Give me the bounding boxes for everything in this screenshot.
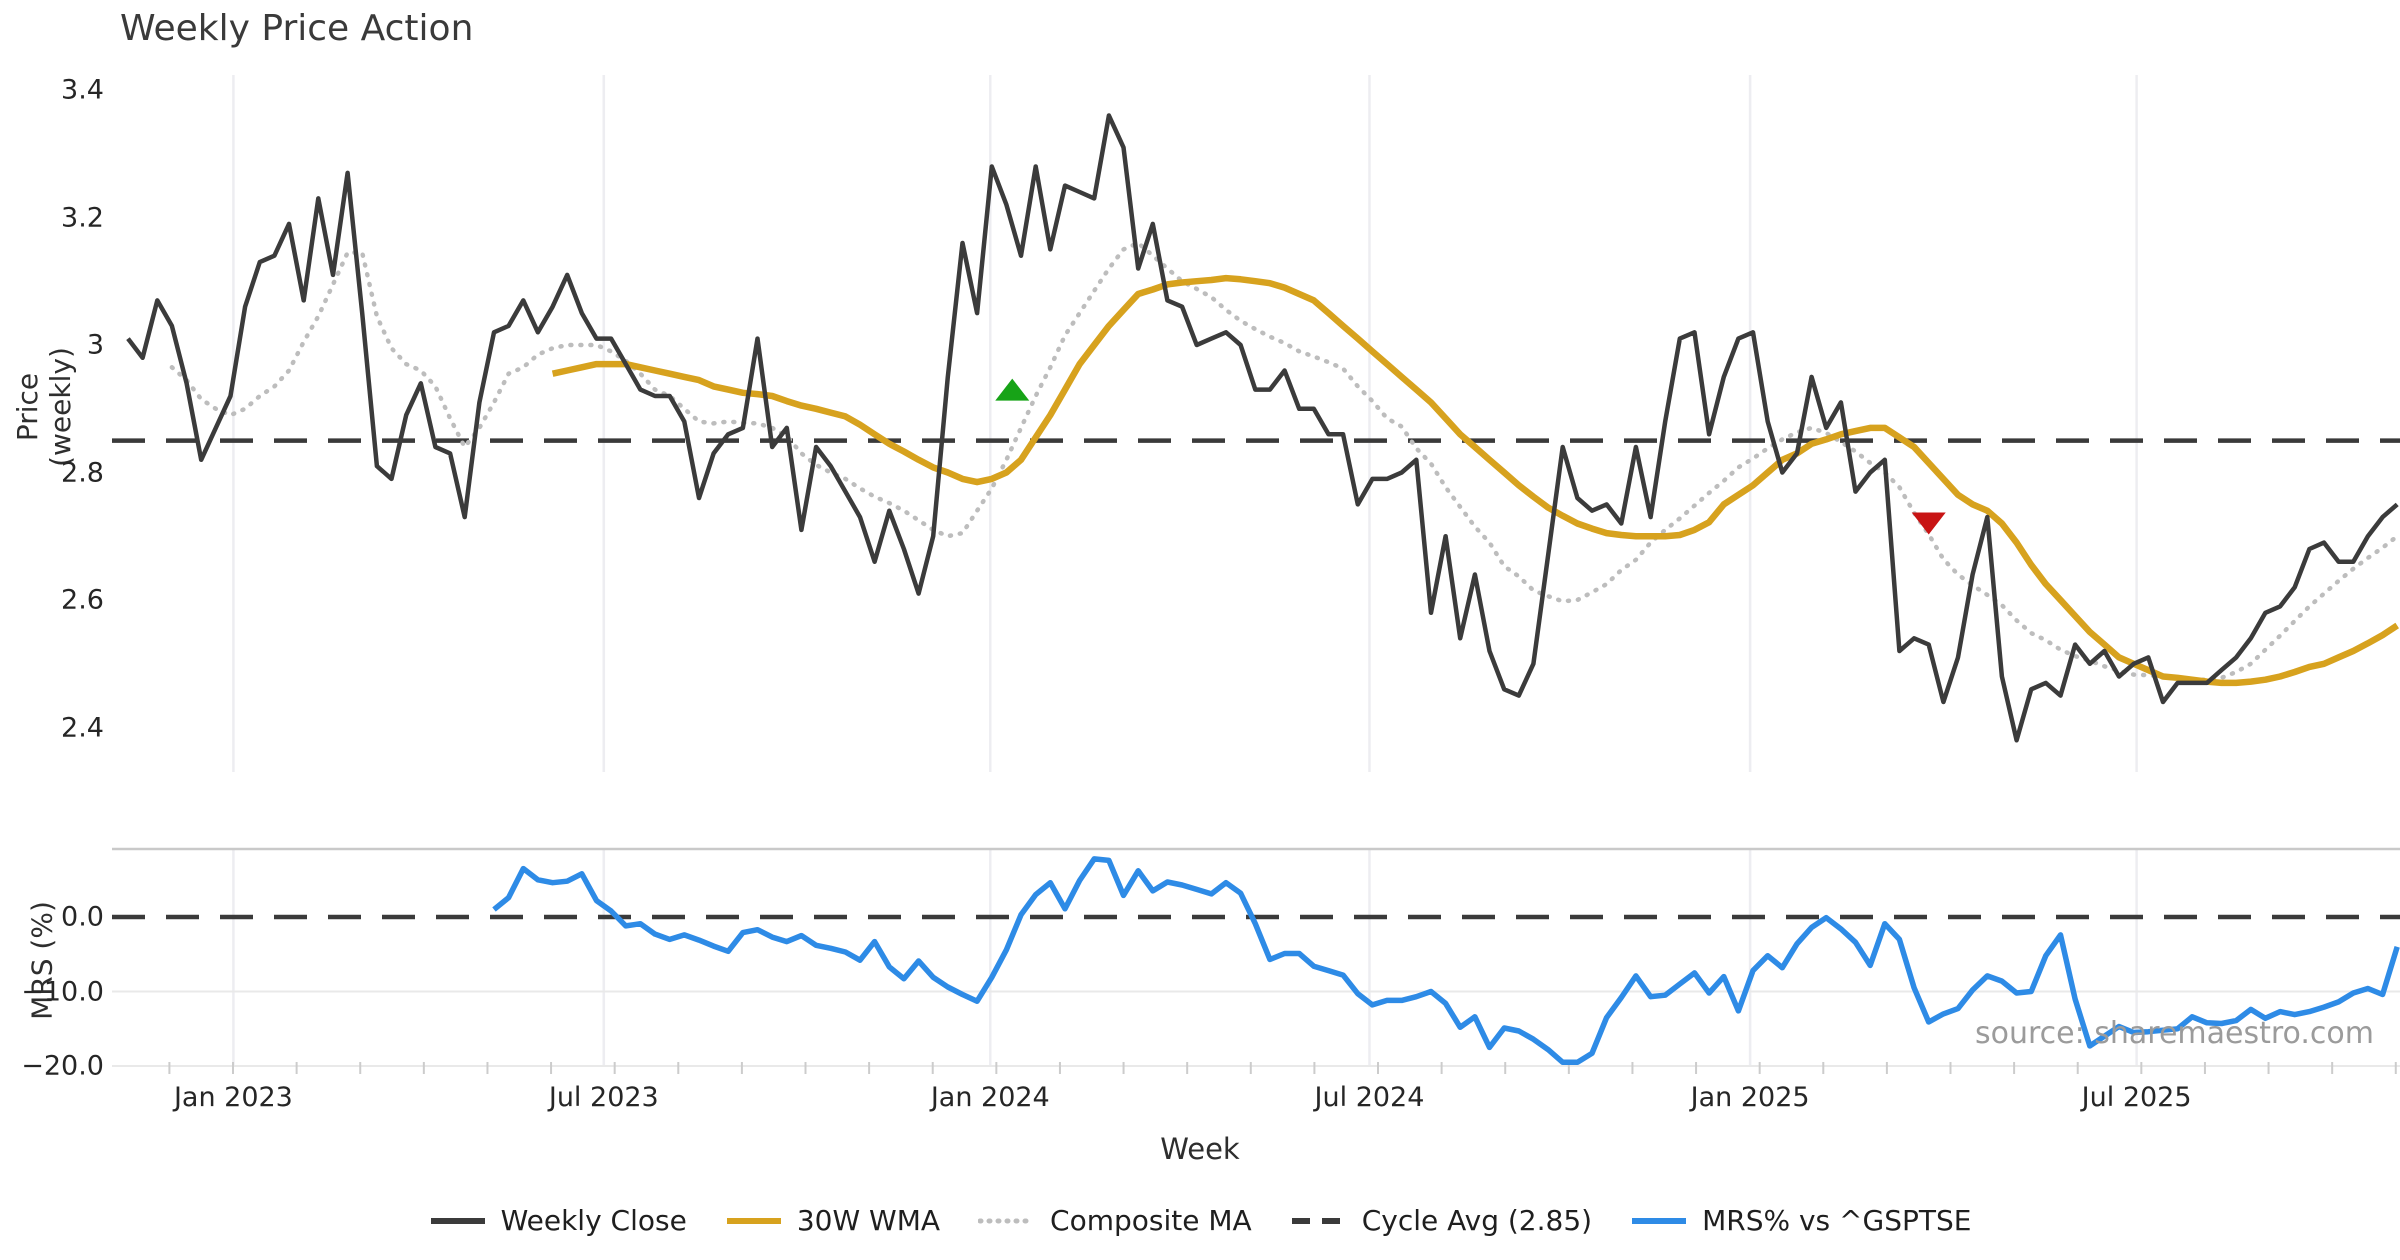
x-tick-label: Jan 2023	[173, 1082, 293, 1113]
x-tick-label: Jul 2025	[2081, 1082, 2192, 1113]
legend-label: Composite MA	[1050, 1204, 1252, 1237]
sell-signal-marker	[1911, 512, 1946, 535]
x-tick-label: Jul 2023	[548, 1082, 659, 1113]
legend-label: MRS% vs ^GSPTSE	[1702, 1204, 1972, 1237]
page-title: Weekly Price Action	[120, 8, 474, 49]
legend-item[interactable]: Cycle Avg (2.85)	[1290, 1204, 1592, 1237]
mrs-ytick-label: 0.0	[61, 901, 104, 933]
mrs-line	[492, 856, 2400, 1066]
legend-swatch-solid-icon	[726, 1217, 781, 1224]
composite-ma-line	[169, 240, 2400, 682]
price-ytick-label: 3.2	[61, 202, 104, 233]
legend-item[interactable]: MRS% vs ^GSPTSE	[1630, 1204, 1971, 1237]
legend-item[interactable]: 30W WMA	[725, 1204, 940, 1237]
weekly-close-line	[126, 113, 2399, 743]
legend-swatch-solid-icon	[1632, 1217, 1687, 1224]
x-tick-label: Jan 2025	[1690, 1082, 1810, 1113]
legend-swatch-dashed-icon	[1291, 1217, 1346, 1224]
legend-swatch-solid-icon	[430, 1217, 485, 1224]
buy-signal-marker	[995, 378, 1030, 401]
wma-line	[551, 274, 2399, 687]
mrs-ytick-label: −20.0	[21, 1050, 104, 1082]
legend-item[interactable]: Weekly Close	[429, 1204, 687, 1237]
price-ytick-label: 3.4	[61, 74, 104, 106]
price-ytick-label: 2.6	[61, 584, 104, 616]
legend-label: 30W WMA	[796, 1204, 941, 1237]
legend-label: Cycle Avg (2.85)	[1361, 1204, 1593, 1237]
x-axis-label: Week	[1160, 1132, 1240, 1166]
x-tick-label: Jul 2024	[1314, 1082, 1425, 1113]
mrs-ytick-label: −10.0	[21, 976, 104, 1007]
legend: Weekly Close 30W WMA Composite MA Cycle Avg…	[0, 1204, 2400, 1237]
legend-label: Weekly Close	[500, 1204, 687, 1237]
x-tick-label: Jan 2024	[930, 1082, 1050, 1113]
source-watermark: source: sharemaestro.com	[1975, 1016, 2374, 1051]
price-ytick-label: 2.4	[61, 712, 104, 743]
legend-swatch-dotted-icon	[978, 1218, 1037, 1223]
price-ytick-label: 3	[86, 329, 104, 361]
price-ytick-label: 2.8	[61, 457, 104, 488]
legend-item[interactable]: Composite MA	[978, 1204, 1252, 1237]
